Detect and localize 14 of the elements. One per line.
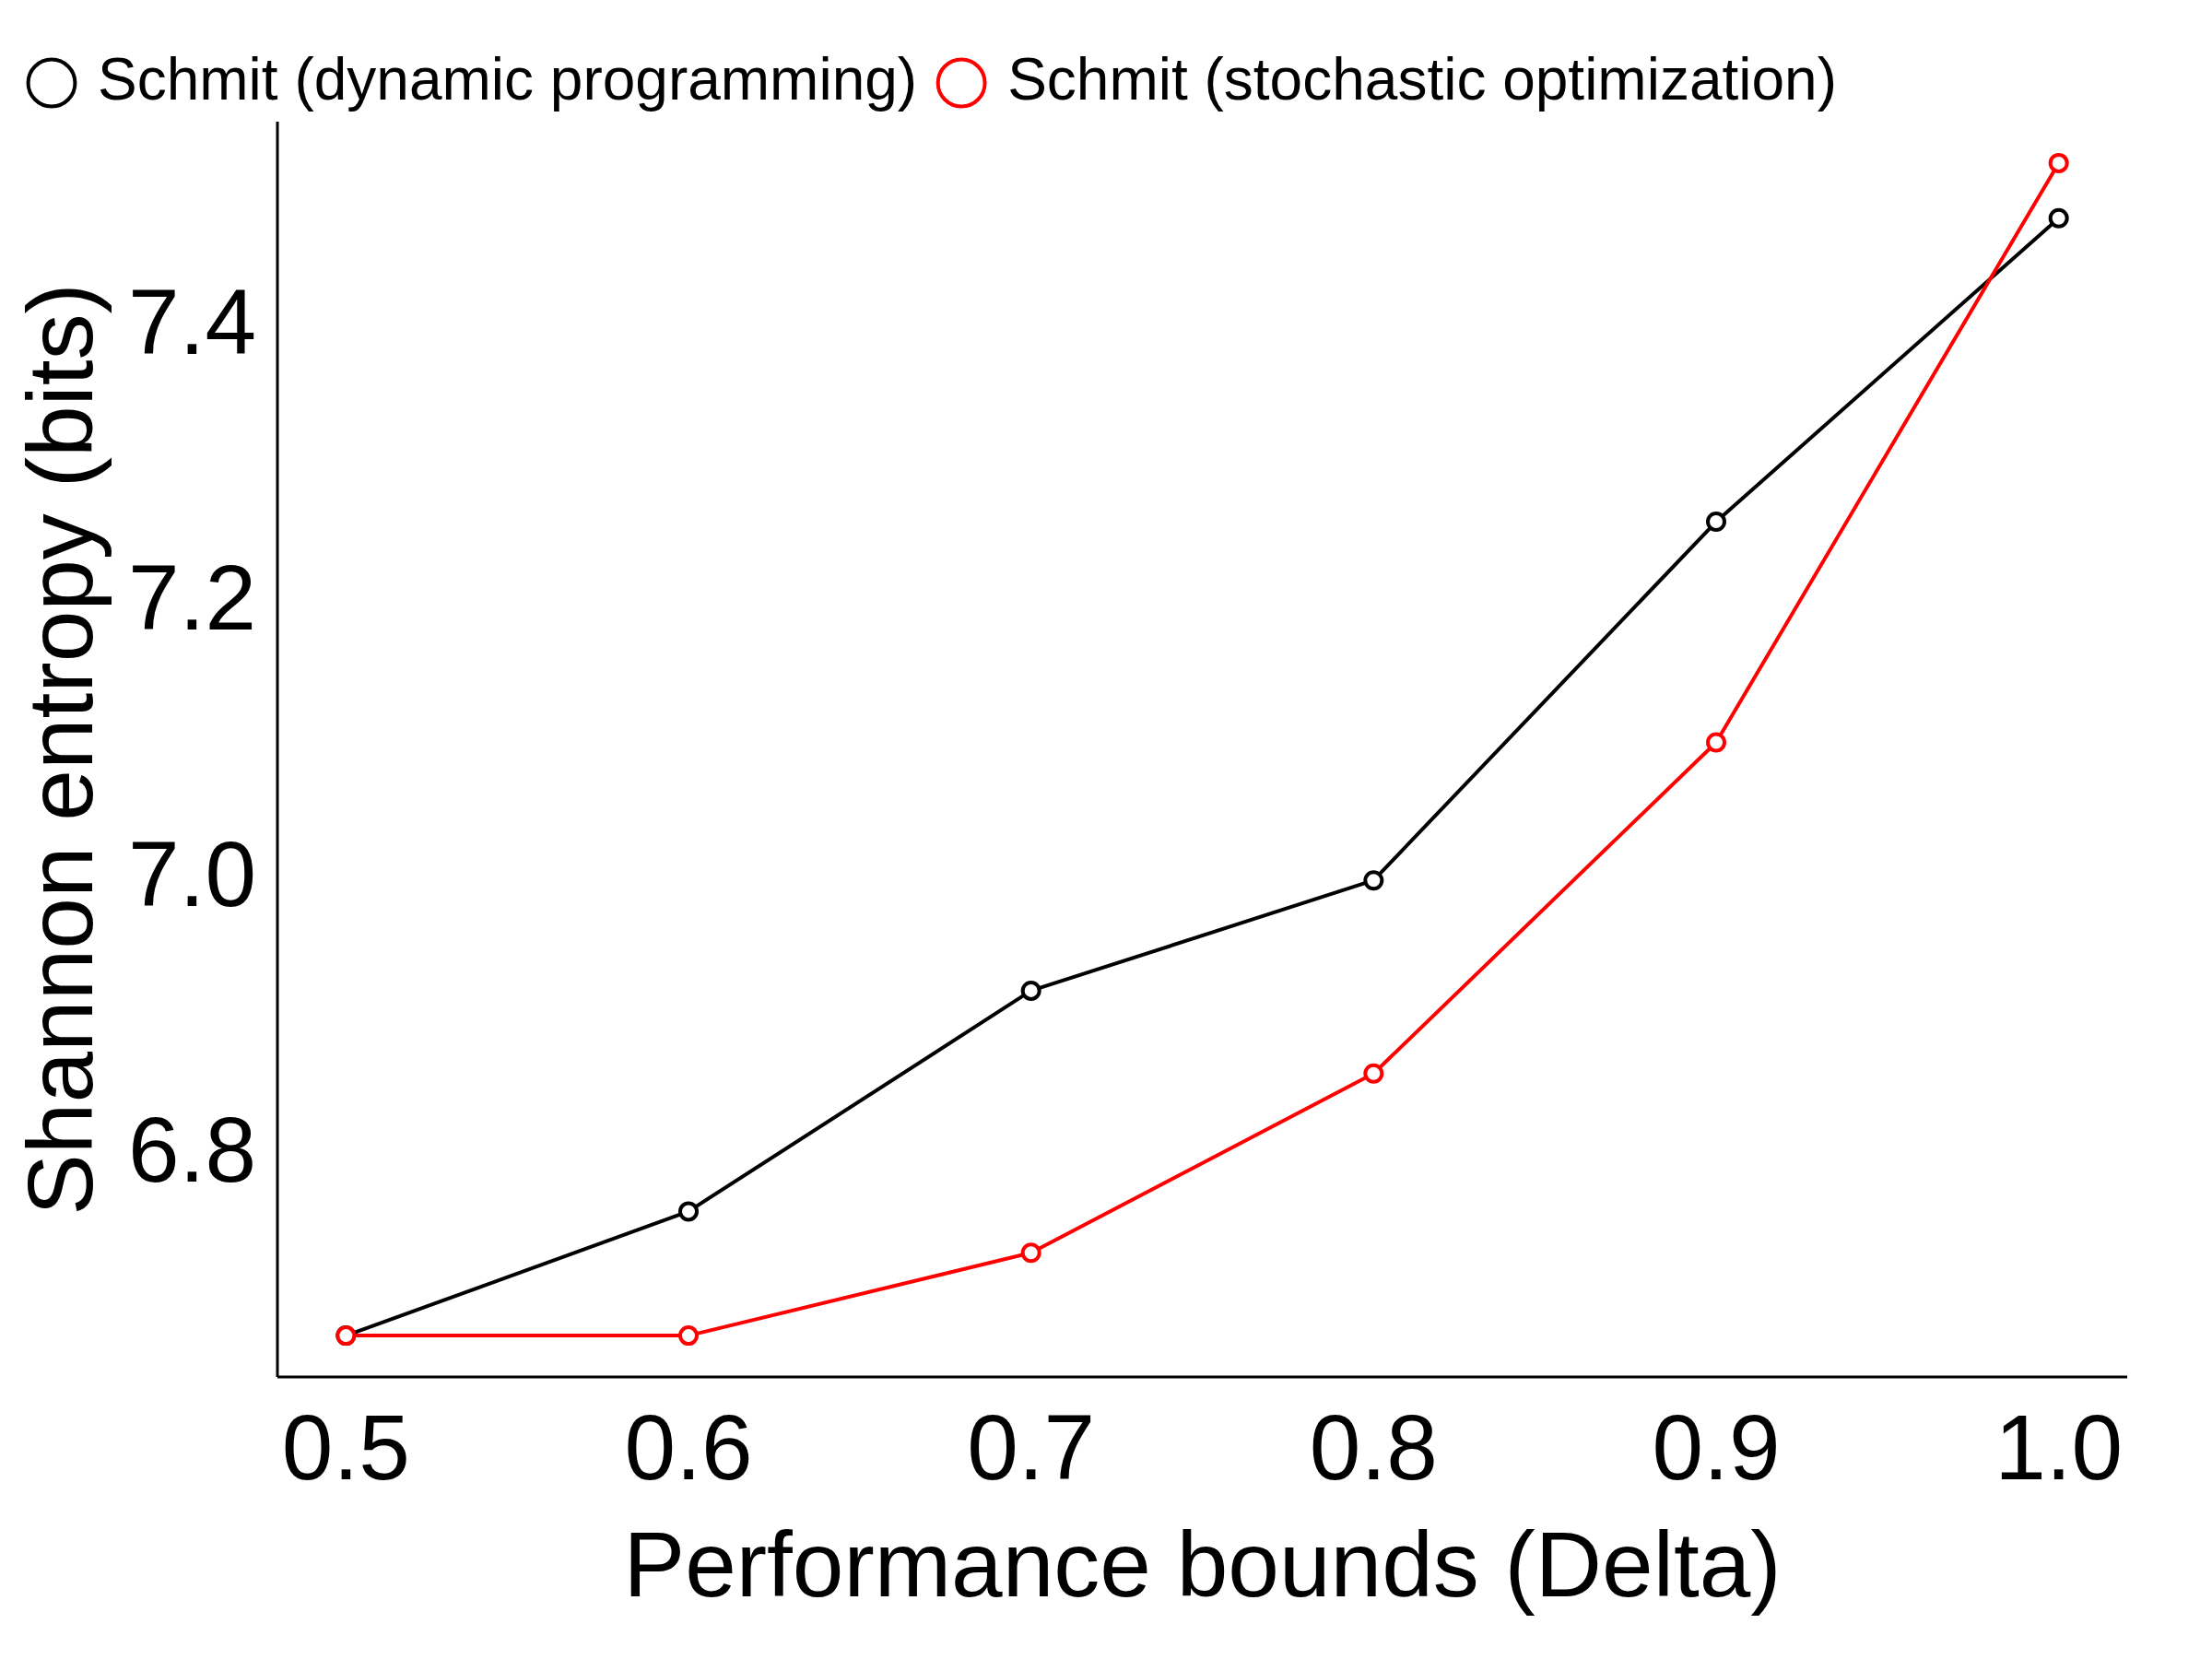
y-tick-label: 7.2 xyxy=(128,546,257,650)
y-tick-label: 7.0 xyxy=(128,821,257,925)
y-tick-label: 7.4 xyxy=(128,270,257,374)
legend-label: Schmit (dynamic programming) xyxy=(98,45,918,112)
x-tick-label: 0.6 xyxy=(624,1394,753,1499)
y-tick-label: 6.8 xyxy=(128,1098,257,1202)
legend-label: Schmit (stochastic optimization) xyxy=(1007,45,1837,112)
x-tick-label: 0.8 xyxy=(1309,1394,1438,1499)
x-tick-label: 0.9 xyxy=(1652,1394,1781,1499)
y-axis-title: Shannon entropy (bits) xyxy=(7,283,112,1216)
x-tick-label: 0.7 xyxy=(967,1394,1096,1499)
x-axis-title: Performance bounds (Delta) xyxy=(623,1512,1782,1616)
x-tick-label: 0.5 xyxy=(281,1394,410,1499)
x-tick-label: 1.0 xyxy=(1994,1394,2124,1499)
